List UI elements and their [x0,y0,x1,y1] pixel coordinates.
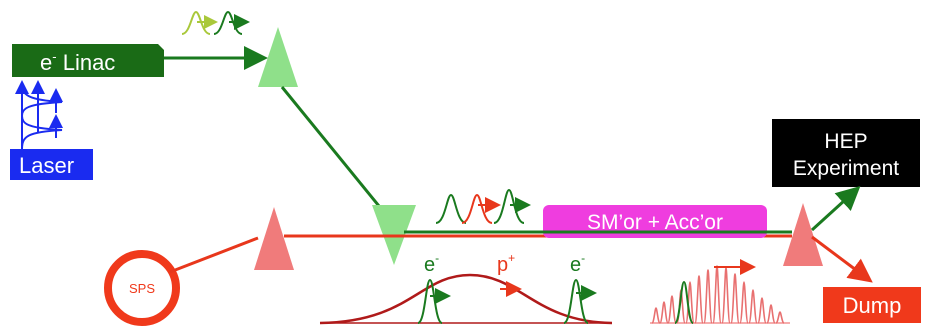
microbunch-peak [721,267,731,324]
linac-box [12,44,164,77]
yellowgreen-bunch [181,10,211,35]
microbunch-peak [766,304,776,324]
microbunch-peak [712,265,722,324]
laser-label: Laser [19,153,74,178]
bunch-red [461,193,493,224]
linac-block: e- Linac [12,44,164,77]
electron-label-right: e- [570,251,585,276]
microbunch-peak [667,295,677,324]
smacc-block: SM’or + Acc’or [543,205,790,238]
bunch-green-2 [493,188,525,224]
microbunch-train [650,259,790,324]
laser-box [10,149,93,180]
linac-bunches [181,10,250,35]
microbunch-electron [674,280,694,324]
hep-block: HEP Experiment [772,119,920,187]
microbunch-peak [651,307,661,324]
separator-triangle [783,203,823,266]
green-diagonal-beam [280,86,394,223]
dump-box [823,287,921,323]
electron-bunch-right [563,278,589,324]
hep-box [772,119,920,187]
bunch-green-1 [435,193,467,224]
proton-bunch-profile [319,273,613,325]
smacc-label: SM’or + Acc’or [587,211,723,234]
microbunch-peak [739,281,749,324]
main-bunches [435,188,531,224]
microbunch-peak [757,297,767,324]
laser-block: Laser [10,80,93,180]
microbunch-peak [694,275,704,324]
sps-label: SPS [129,281,155,296]
microbunch-peak [730,273,740,324]
electron-label-left: e- [424,251,439,276]
dipole-triangle-up [258,27,298,87]
linac-label: e- Linac [40,49,115,75]
microbunch-peak [659,301,669,324]
sps-circle [104,250,180,326]
smacc-box [543,205,767,238]
laser-pulse-profile [20,83,63,150]
electron-bunch-left [417,278,443,324]
sps-extraction-line [169,236,259,274]
to-hep-line [810,185,861,232]
bunch-structure: e- p+ e- [319,251,613,325]
microbunch-peak [685,281,695,324]
hep-label-line1: HEP [824,130,867,153]
hep-label-line2: Experiment [793,157,899,180]
to-dump-line [811,235,873,283]
dump-label: Dump [843,293,902,318]
sps-ring: SPS [104,250,180,326]
microbunch-peak [775,311,785,324]
proton-triangle [254,207,294,270]
proton-label: p+ [497,251,515,276]
dump-block: Dump [823,287,921,323]
microbunch-peak [748,289,758,324]
microbunch-peak [703,269,713,324]
